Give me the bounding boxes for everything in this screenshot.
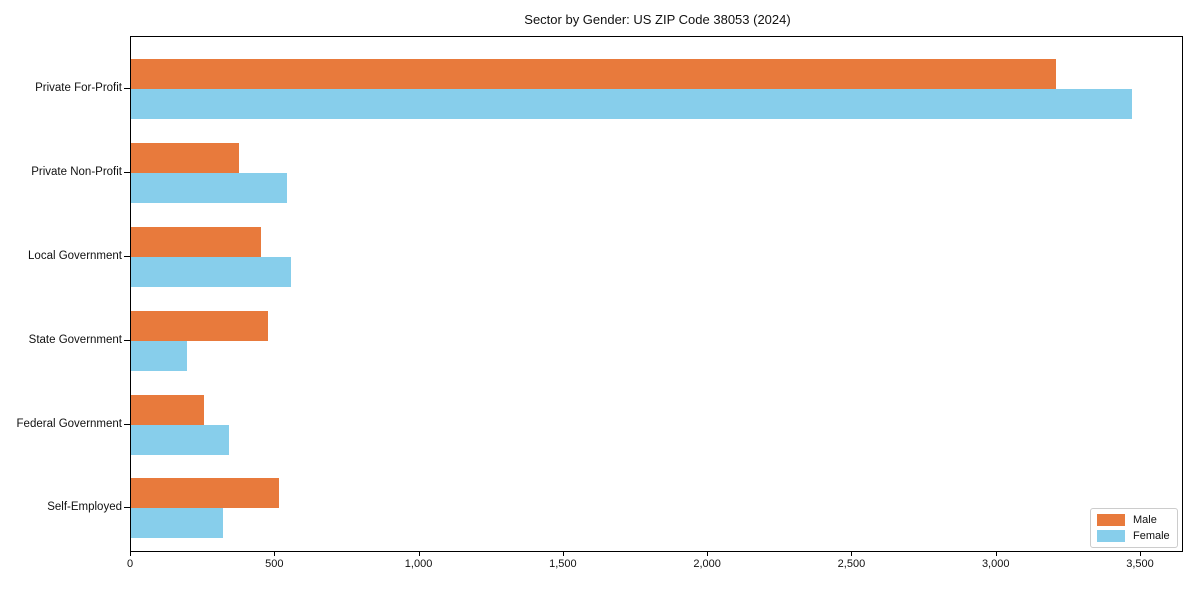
y-tick-label: Federal Government — [16, 417, 122, 430]
y-tick-mark — [124, 339, 130, 341]
x-tick-label: 3,500 — [1126, 558, 1154, 570]
legend-item-female: Female — [1097, 529, 1171, 543]
bar-female-0 — [131, 89, 1132, 119]
y-tick-label: Private Non-Profit — [31, 165, 122, 178]
x-tick-label: 2,500 — [837, 558, 866, 570]
x-tick-label: 1,500 — [549, 558, 577, 570]
plot-area — [130, 36, 1183, 552]
legend-label: Male — [1133, 514, 1157, 526]
x-tick-mark — [851, 552, 853, 556]
y-tick-mark — [124, 88, 130, 89]
y-tick-mark — [124, 423, 130, 425]
x-tick-label: 1,000 — [404, 558, 433, 570]
bar-female-4 — [131, 424, 229, 455]
y-tick-mark — [124, 507, 130, 509]
bar-female-5 — [131, 508, 224, 539]
y-tick-label: State Government — [28, 333, 122, 346]
legend-label: Female — [1133, 530, 1170, 542]
y-tick-label: Local Government — [28, 249, 122, 262]
x-tick-mark — [707, 552, 709, 556]
bar-male-3 — [131, 310, 268, 341]
x-tick-mark — [130, 552, 131, 556]
bar-female-1 — [131, 172, 287, 203]
x-tick-mark — [274, 552, 276, 556]
bar-male-0 — [131, 59, 1056, 89]
x-tick-mark — [562, 552, 564, 556]
x-tick-label: 3,000 — [981, 558, 1010, 570]
y-tick-mark — [124, 171, 130, 173]
x-tick-label: 2,000 — [693, 558, 721, 570]
legend-swatch-male — [1097, 514, 1125, 526]
bar-male-2 — [131, 226, 261, 257]
y-tick-label: Self-Employed — [47, 501, 122, 514]
chart-title: Sector by Gender: US ZIP Code 38053 (202… — [524, 12, 791, 27]
legend-swatch-female — [1097, 530, 1125, 542]
y-tick-label: Private For-Profit — [35, 82, 122, 94]
bar-female-3 — [131, 340, 188, 371]
y-tick-mark — [124, 255, 130, 257]
legend: Male Female — [1090, 508, 1178, 548]
bar-male-1 — [131, 142, 239, 173]
x-tick-mark — [418, 552, 420, 556]
bar-male-5 — [131, 478, 280, 509]
bar-female-2 — [131, 256, 291, 287]
legend-item-male: Male — [1097, 513, 1171, 527]
x-tick-label: 500 — [265, 558, 284, 570]
bar-male-4 — [131, 394, 205, 425]
x-tick-mark — [995, 552, 997, 556]
x-tick-mark — [1140, 552, 1141, 556]
x-tick-label: 0 — [126, 558, 134, 570]
